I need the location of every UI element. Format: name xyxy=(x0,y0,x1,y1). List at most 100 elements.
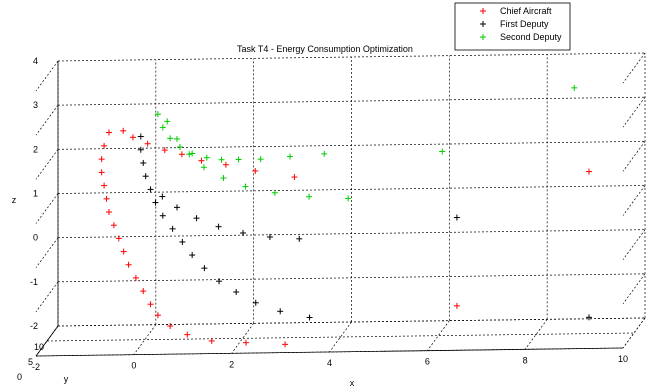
z-tick-label: 3 xyxy=(33,100,38,110)
z-tick-label: 0 xyxy=(33,233,38,243)
legend-label: First Deputy xyxy=(500,19,549,29)
second-deputy-point xyxy=(321,150,328,157)
second-deputy-point xyxy=(306,193,313,200)
grid-line-x-floor xyxy=(231,323,254,354)
grid-line-y-floor xyxy=(57,317,646,327)
second-deputy-point xyxy=(218,156,225,163)
y-tick-label: 5 xyxy=(28,357,33,367)
second-deputy-point xyxy=(189,150,196,157)
chief-aircraft-point xyxy=(140,288,147,295)
legend-entry-first-deputy: First Deputy xyxy=(480,19,549,29)
chief-aircraft-point xyxy=(101,142,108,149)
first-deputy-point xyxy=(137,133,144,140)
first-deputy-point xyxy=(159,193,166,200)
chief-aircraft-point xyxy=(178,151,185,158)
first-deputy-point xyxy=(240,229,247,236)
first-deputy-point xyxy=(173,204,180,211)
first-deputy-point xyxy=(201,265,208,272)
chief-aircraft-point xyxy=(208,337,215,344)
second-deputy-point xyxy=(271,189,278,196)
first-deputy-point xyxy=(252,299,259,306)
first-deputy-point xyxy=(140,159,147,166)
x-axis-line xyxy=(35,347,624,357)
chief-aircraft-point xyxy=(198,157,205,164)
first-deputy-point xyxy=(179,238,186,245)
x-tick-label: -2 xyxy=(32,362,40,372)
chief-aircraft-point xyxy=(106,129,112,136)
chief-aircraft-point xyxy=(291,174,298,181)
chief-aircraft-point xyxy=(103,195,110,202)
chief-aircraft-point xyxy=(125,261,132,268)
chief-aircraft-point xyxy=(129,134,136,141)
first-deputy-point xyxy=(137,146,144,153)
grid-line-z-side xyxy=(35,149,59,180)
legend-label: Chief Aircraft xyxy=(500,6,552,16)
y-axis-label: y xyxy=(64,374,69,384)
second-deputy-point xyxy=(176,144,183,151)
z-tick-label: 2 xyxy=(33,144,38,154)
first-deputy-point xyxy=(453,214,460,221)
second-deputy-point xyxy=(235,156,242,163)
first-deputy-point xyxy=(215,223,222,230)
grid-line-z-back xyxy=(57,52,646,62)
x-tick-label: 0 xyxy=(131,361,136,371)
first-deputy-point xyxy=(266,234,273,241)
chart-title: Task T4 - Energy Consumption Optimizatio… xyxy=(237,44,413,54)
first-deputy-point xyxy=(189,252,196,259)
x-tick-label: 6 xyxy=(425,357,430,367)
chief-aircraft-point xyxy=(101,182,108,189)
z-axis-label: z xyxy=(12,195,17,205)
grid-line-z-side xyxy=(35,237,59,268)
grid-line-z-side xyxy=(35,193,59,224)
x-tick-label: 4 xyxy=(327,358,332,368)
y-tick-label: 10 xyxy=(34,342,44,352)
second-deputy-point xyxy=(203,154,210,161)
grid-line-y-floor xyxy=(46,332,635,342)
grid-line-z-right xyxy=(622,317,646,349)
grid-line-z-back xyxy=(57,229,646,239)
legend-entry-second-deputy: Second Deputy xyxy=(480,32,562,42)
chief-aircraft-point xyxy=(132,274,139,281)
first-deputy-point xyxy=(585,314,592,321)
first-deputy-point xyxy=(233,289,240,296)
grid-line-z-right xyxy=(622,52,646,84)
z-tick-label: -2 xyxy=(30,321,38,331)
axes-box xyxy=(35,61,624,357)
second-deputy-point xyxy=(173,135,180,142)
second-deputy-point xyxy=(242,183,249,190)
grid-line-x-floor xyxy=(427,320,450,351)
chief-aircraft-point xyxy=(154,312,161,319)
first-deputy-point xyxy=(306,314,313,321)
data-points xyxy=(98,84,592,348)
x-tick-label: 2 xyxy=(229,359,234,369)
second-deputy-point xyxy=(186,151,193,158)
chief-aircraft-point xyxy=(106,209,112,216)
y-tick-label: 0 xyxy=(17,372,22,382)
chief-aircraft-point xyxy=(184,331,191,338)
chief-aircraft-point xyxy=(252,167,259,174)
grid-line-z-right xyxy=(622,273,646,305)
legend-entry-chief-aircraft: Chief Aircraft xyxy=(480,6,552,16)
grid-line-z-right xyxy=(622,229,646,260)
second-deputy-point xyxy=(286,153,293,160)
x-tick-label: 10 xyxy=(618,354,628,364)
chief-aircraft-point xyxy=(161,147,168,154)
chief-aircraft-point xyxy=(585,168,592,175)
first-deputy-point xyxy=(193,215,200,222)
grid-line-z-right xyxy=(622,96,646,128)
second-deputy-point xyxy=(220,175,227,182)
chief-aircraft-point xyxy=(98,169,105,176)
chief-aircraft-point xyxy=(242,339,249,346)
second-deputy-point xyxy=(257,156,264,163)
chief-aircraft-point xyxy=(98,156,105,163)
grid xyxy=(35,52,646,357)
chief-aircraft-point xyxy=(120,127,127,134)
z-tick-label: 4 xyxy=(33,56,38,66)
y-axis-line xyxy=(35,325,59,357)
grid-line-z-back xyxy=(57,140,646,150)
chief-aircraft-point xyxy=(167,323,174,330)
second-deputy-point xyxy=(439,148,446,155)
chief-aircraft-point xyxy=(110,222,117,229)
